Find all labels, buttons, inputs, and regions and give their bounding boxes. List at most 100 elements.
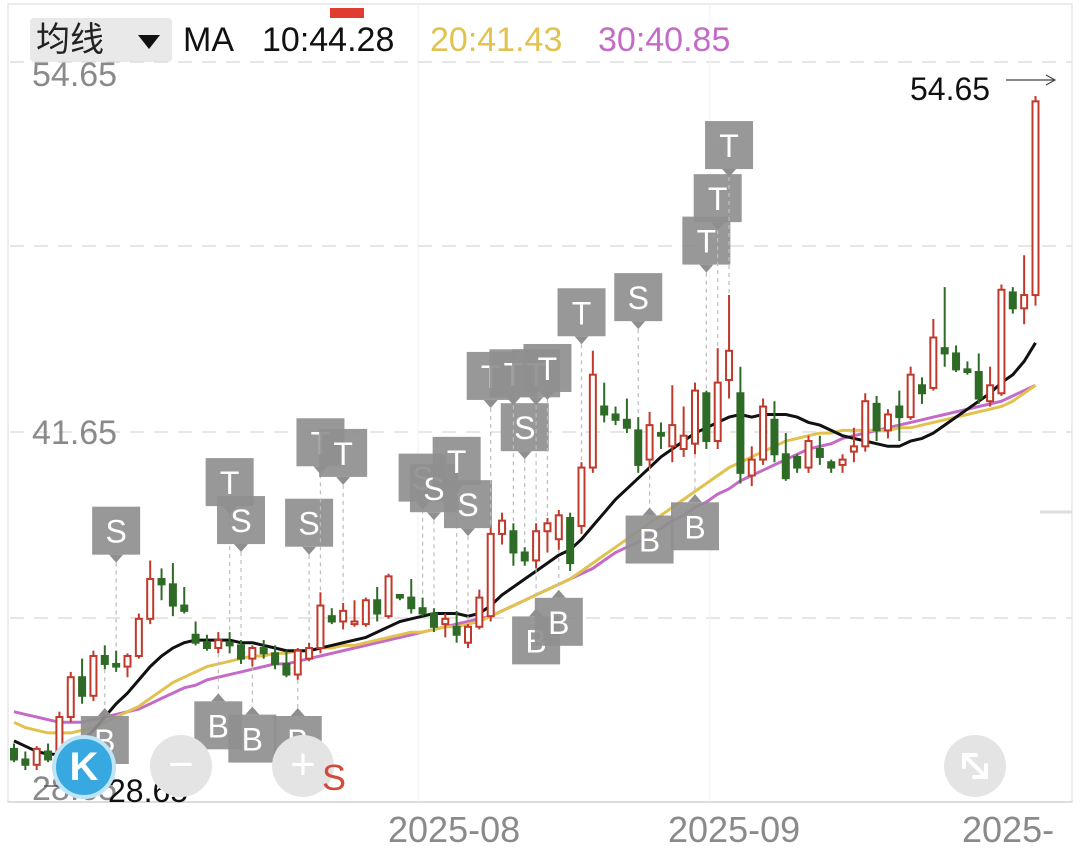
candle[interactable] <box>906 366 915 420</box>
candle[interactable] <box>974 353 983 404</box>
candle[interactable] <box>180 586 189 614</box>
candle[interactable] <box>350 600 359 627</box>
zoom-in-button[interactable]: + <box>272 735 334 797</box>
candle[interactable] <box>793 454 802 473</box>
candle[interactable] <box>21 751 30 771</box>
candle[interactable] <box>44 743 53 763</box>
candle[interactable] <box>679 406 688 457</box>
candle[interactable] <box>1008 287 1017 314</box>
candle[interactable] <box>1031 96 1040 306</box>
k-button[interactable]: K <box>52 735 116 799</box>
candle[interactable] <box>248 645 257 667</box>
candle[interactable] <box>532 523 541 569</box>
trade-marker[interactable]: T <box>523 343 572 518</box>
candle[interactable] <box>214 632 223 654</box>
s-button[interactable]: S <box>322 757 347 798</box>
candle[interactable] <box>827 459 836 473</box>
candle[interactable] <box>89 650 98 702</box>
candle[interactable] <box>986 366 995 407</box>
candle[interactable] <box>452 610 461 643</box>
candle[interactable] <box>10 743 18 763</box>
candle[interactable] <box>611 406 620 426</box>
candle[interactable] <box>940 287 949 367</box>
candle[interactable] <box>634 417 643 473</box>
candle[interactable] <box>407 579 416 614</box>
candle[interactable] <box>872 395 881 442</box>
candle[interactable] <box>963 361 972 375</box>
candle[interactable] <box>202 634 211 651</box>
candle[interactable] <box>464 624 472 649</box>
candle[interactable] <box>305 642 314 662</box>
trade-marker[interactable]: B <box>671 454 719 551</box>
zoom-out-button[interactable]: − <box>150 735 212 797</box>
candle[interactable] <box>498 512 507 545</box>
trade-marker[interactable]: B <box>534 549 583 646</box>
candle[interactable] <box>429 608 438 633</box>
ma-type-dropdown[interactable]: 均线 <box>30 18 172 62</box>
candle[interactable] <box>395 593 404 601</box>
candle[interactable] <box>622 398 631 434</box>
candle[interactable] <box>509 523 518 566</box>
candle[interactable] <box>543 517 552 553</box>
candle[interactable] <box>668 385 677 463</box>
candle[interactable] <box>259 640 268 659</box>
candle[interactable] <box>78 658 87 704</box>
candle[interactable] <box>838 454 847 473</box>
candle[interactable] <box>520 547 529 566</box>
candle[interactable] <box>282 650 291 678</box>
candle[interactable] <box>293 648 302 680</box>
trade-marker[interactable]: T <box>705 121 754 296</box>
trade-marker[interactable]: T <box>682 216 731 391</box>
candle[interactable] <box>702 390 711 449</box>
candle[interactable] <box>736 366 745 484</box>
candle[interactable] <box>112 650 121 672</box>
candle[interactable] <box>577 462 586 534</box>
candle[interactable] <box>997 284 1006 396</box>
candle[interactable] <box>1020 255 1029 325</box>
candle[interactable] <box>815 435 824 465</box>
candle[interactable] <box>600 382 609 423</box>
trade-marker[interactable]: T <box>432 436 481 611</box>
candle[interactable] <box>66 671 75 723</box>
candle[interactable] <box>32 746 41 771</box>
candle[interactable] <box>316 592 325 654</box>
candle[interactable] <box>475 589 484 630</box>
candle[interactable] <box>134 613 143 659</box>
candle[interactable] <box>486 525 495 622</box>
trade-marker[interactable]: B <box>625 467 674 564</box>
candle[interactable] <box>849 427 858 463</box>
candle[interactable] <box>804 435 813 473</box>
candle[interactable] <box>271 645 280 670</box>
candle[interactable] <box>418 597 427 617</box>
candle[interactable] <box>146 560 155 625</box>
candle[interactable] <box>373 586 382 622</box>
trade-marker[interactable]: S <box>614 273 663 418</box>
trade-marker[interactable]: S <box>217 496 265 641</box>
candle[interactable] <box>691 382 699 455</box>
fullscreen-button[interactable] <box>944 735 1006 797</box>
candle[interactable] <box>725 295 734 399</box>
candle[interactable] <box>656 422 665 449</box>
candle[interactable] <box>883 409 892 439</box>
candle[interactable] <box>168 563 177 617</box>
candle[interactable] <box>645 411 654 468</box>
candle[interactable] <box>441 613 450 638</box>
candle[interactable] <box>339 602 348 630</box>
candle[interactable] <box>918 377 926 404</box>
candle[interactable] <box>588 350 597 473</box>
trade-marker[interactable]: B <box>228 666 277 763</box>
candle[interactable] <box>100 645 109 670</box>
candle[interactable] <box>554 510 563 550</box>
trade-marker[interactable]: S <box>92 506 141 651</box>
candle[interactable] <box>770 401 779 463</box>
candle[interactable] <box>361 597 370 627</box>
candle[interactable] <box>157 568 166 601</box>
candle[interactable] <box>713 348 722 449</box>
candle[interactable] <box>861 393 870 452</box>
candle[interactable] <box>759 398 768 465</box>
candle[interactable] <box>191 621 200 646</box>
candle[interactable] <box>895 390 904 442</box>
candle[interactable] <box>237 640 245 664</box>
